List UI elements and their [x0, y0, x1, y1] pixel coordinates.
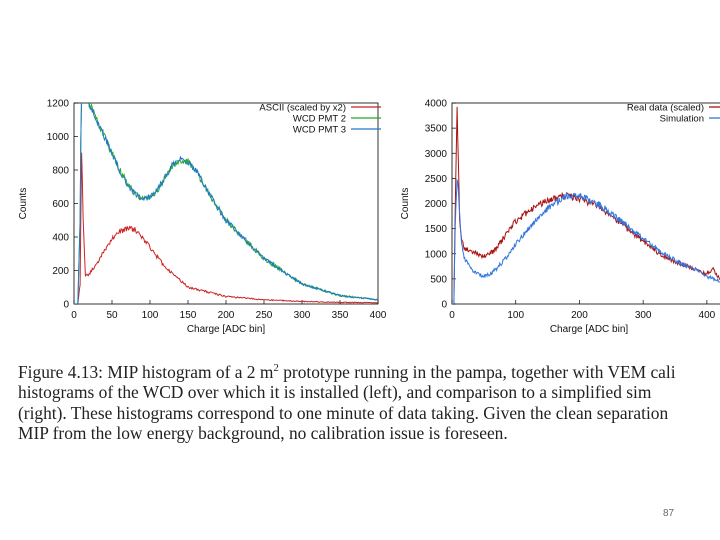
- y-tick-label: 1500: [425, 224, 448, 235]
- series-line: [74, 152, 378, 304]
- page-number: 87: [663, 508, 675, 519]
- series-line: [452, 178, 720, 304]
- y-tick-label: 4000: [425, 99, 448, 110]
- x-tick-label: 350: [332, 310, 349, 321]
- series-line: [74, 103, 378, 304]
- right-histogram-chart: 0 100 200 300 400050010001500200025003000350…: [400, 99, 720, 335]
- y-tick-label: 600: [52, 199, 69, 210]
- y-tick-label: 1000: [425, 249, 448, 260]
- y-tick-label: 2000: [425, 199, 448, 210]
- caption-line-1: Figure 4.13: MIP histogram of a 2 m2 pro…: [18, 361, 676, 382]
- y-tick-label: 1200: [47, 99, 70, 110]
- legend-label: ASCII (scaled by x2): [259, 103, 346, 114]
- y-axis-label: Counts: [18, 188, 29, 220]
- x-tick-label: 0: [449, 310, 455, 321]
- x-axis-label: Charge [ADC bin]: [550, 324, 629, 335]
- y-tick-label: 0: [63, 300, 69, 311]
- y-tick-label: 1000: [47, 132, 70, 143]
- figure-caption: Figure 4.13: MIP histogram of a 2 m2 pro…: [18, 358, 720, 444]
- y-tick-label: 0: [441, 300, 447, 311]
- x-tick-label: 300: [635, 310, 652, 321]
- left-histogram-chart: 0 50 100 150 200 250 300 350 400 0 200 400 600 800 100…: [18, 99, 387, 336]
- y-tick-label: 3000: [425, 149, 448, 160]
- legend-label: WCD PMT 3: [293, 125, 346, 136]
- y-tick-label: 800: [52, 166, 69, 177]
- x-tick-label: 200: [571, 310, 588, 321]
- x-tick-label: 50: [106, 310, 118, 321]
- y-tick-label: 400: [52, 233, 69, 244]
- x-tick-label: 100: [507, 310, 524, 321]
- x-tick-label: 300: [294, 310, 311, 321]
- legend-label: WCD PMT 2: [293, 114, 346, 125]
- y-tick-label: 200: [52, 266, 69, 277]
- caption-line-2: histograms of the WCD over which it is i…: [18, 382, 652, 403]
- x-tick-label: 400: [699, 310, 716, 321]
- x-tick-label: 150: [180, 310, 197, 321]
- x-tick-label: 250: [256, 310, 273, 321]
- x-tick-label: 200: [218, 310, 235, 321]
- legend-label: Simulation: [660, 114, 704, 125]
- x-tick-label: 400: [370, 310, 387, 321]
- x-tick-label: 100: [142, 310, 159, 321]
- caption-line-3: (right). These histograms correspond to …: [18, 402, 669, 423]
- legend-label: Real data (scaled): [627, 103, 704, 114]
- x-tick-label: 0: [71, 310, 77, 321]
- y-tick-label: 3500: [425, 124, 448, 135]
- caption-line-4: MIP from the low energy background, no c…: [18, 423, 508, 444]
- y-tick-label: 2500: [425, 174, 448, 185]
- x-axis-label: Charge [ADC bin]: [187, 324, 266, 335]
- y-tick-label: 500: [430, 274, 447, 285]
- y-axis-label: Counts: [400, 188, 411, 220]
